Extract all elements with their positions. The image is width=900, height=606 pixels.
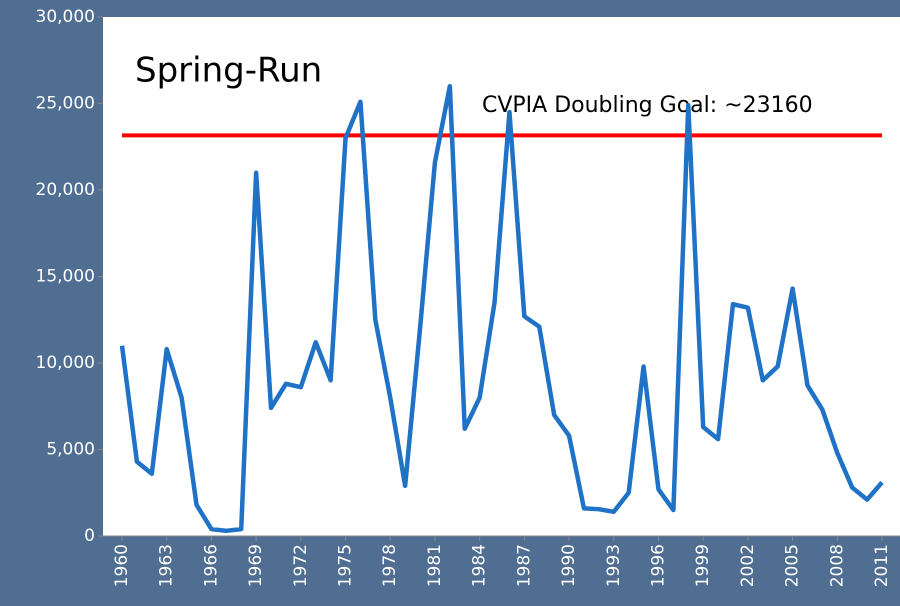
x-tick-label: 1996	[648, 544, 668, 587]
y-tick-label: 25,000	[36, 94, 95, 114]
x-tick-label: 1984	[470, 544, 490, 587]
x-tick-label: 1975	[336, 544, 356, 587]
x-tick-label: 1963	[157, 544, 177, 587]
y-tick-label: 15,000	[36, 267, 95, 287]
reference-label: CVPIA Doubling Goal: ~23160	[482, 93, 813, 118]
y-tick-label: 10,000	[36, 353, 95, 373]
x-tick-label: 2008	[827, 544, 847, 587]
x-tick-label: 1990	[559, 544, 579, 587]
x-tick-label: 1972	[291, 544, 311, 587]
series-line	[119, 83, 884, 534]
x-tick-label: 2002	[738, 544, 758, 587]
x-tick-label: 1981	[425, 544, 445, 587]
x-tick-label: 1960	[112, 544, 132, 587]
x-tick-label: 1999	[693, 544, 713, 587]
x-tick-label: 2005	[783, 544, 803, 587]
y-tick-label: 0	[84, 526, 95, 546]
x-tick-label: 1987	[514, 544, 534, 587]
x-tick-label: 1993	[604, 544, 624, 587]
x-tick-label: 1966	[201, 544, 221, 587]
y-tick-label: 5,000	[46, 440, 95, 460]
chart-title: Spring-Run	[135, 51, 322, 91]
y-tick-label: 30,000	[36, 7, 95, 27]
x-tick-label: 1978	[380, 544, 400, 587]
x-tick-label: 2011	[872, 544, 892, 587]
y-tick-label: 20,000	[36, 180, 95, 200]
x-tick-label: 1969	[246, 544, 266, 587]
plot-area	[103, 17, 900, 536]
